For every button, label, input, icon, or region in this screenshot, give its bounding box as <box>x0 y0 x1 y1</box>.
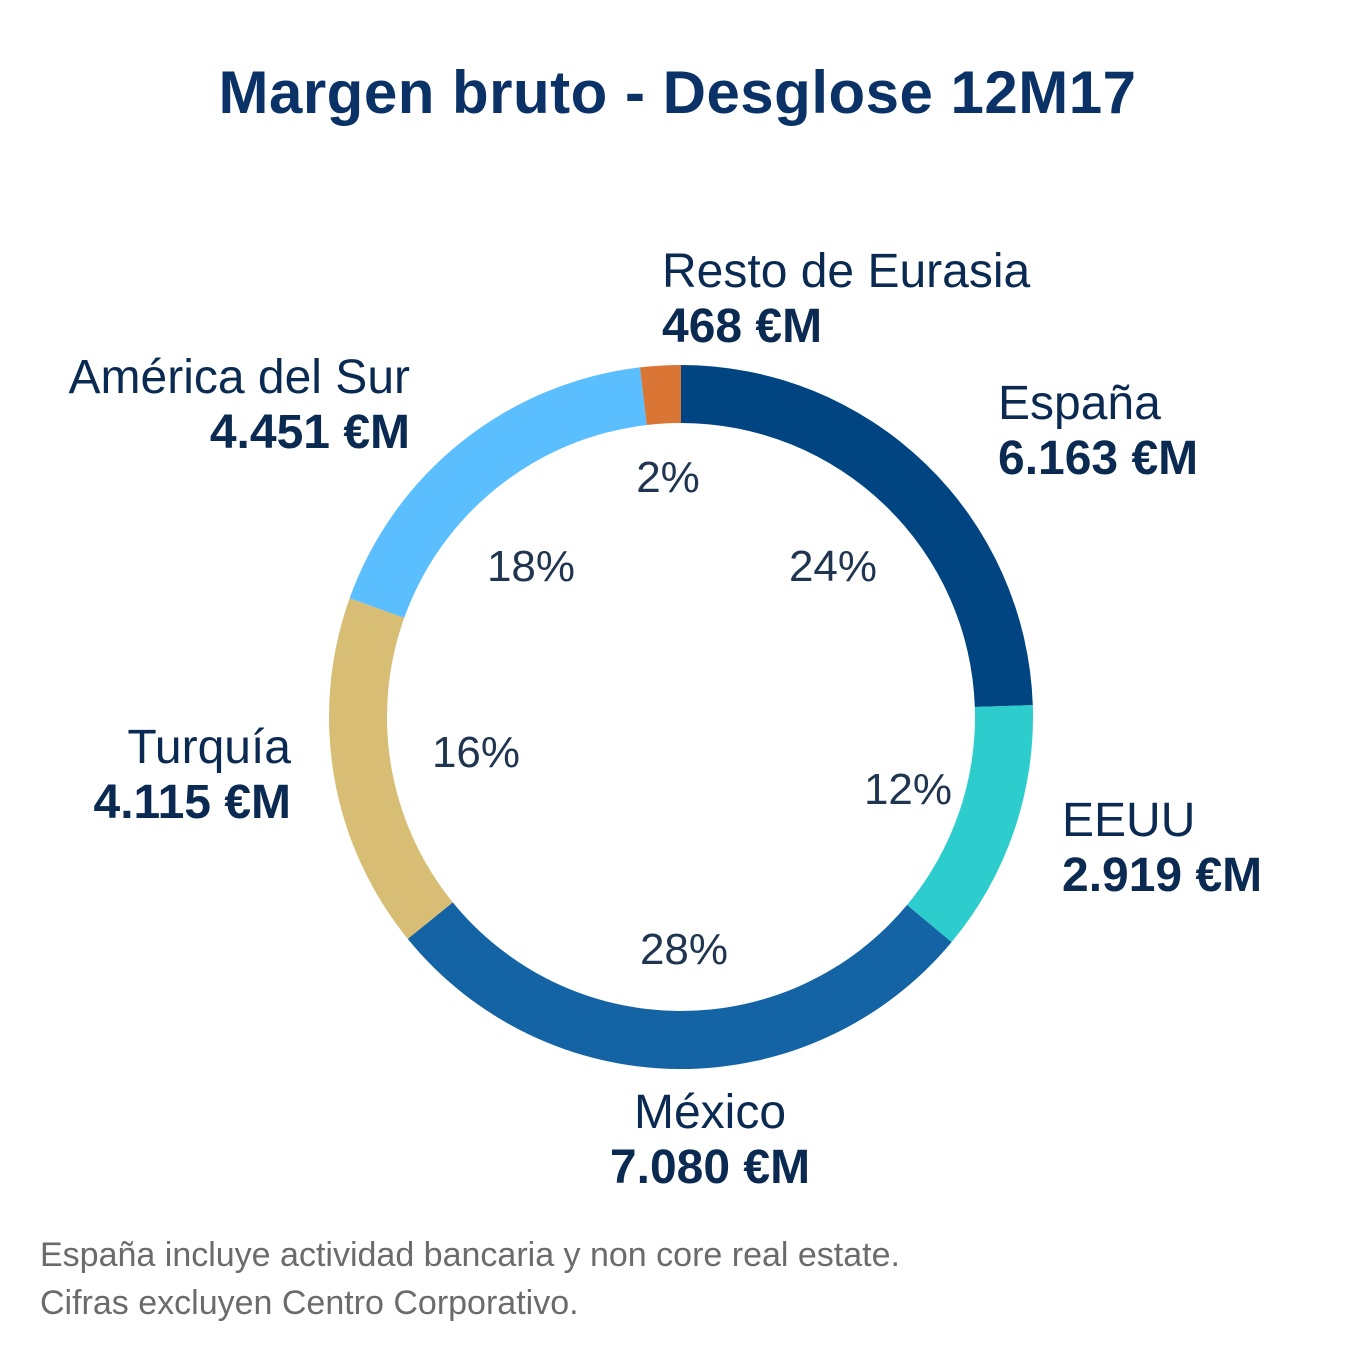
footnote-line-1: España incluye actividad bancaria y non … <box>40 1236 900 1274</box>
slice-name: Turquía <box>127 721 291 774</box>
donut-slice-turquía <box>328 598 453 939</box>
label-america-del-sur: América del Sur 4.451 €M <box>69 350 410 460</box>
donut-slice-américa-del-sur <box>349 367 647 618</box>
slice-name: España <box>998 377 1161 430</box>
slice-value: 4.451 €M <box>209 406 410 460</box>
pct-america-del-sur: 18% <box>486 542 576 591</box>
pct-resto-de-eurasia: 2% <box>636 453 700 502</box>
slice-name: Resto de Eurasia <box>662 245 1031 298</box>
pct-turquia: 16% <box>431 728 521 777</box>
donut-slice-españa <box>681 365 1033 708</box>
label-turquia: Turquía 4.115 €M <box>94 720 291 830</box>
slice-value: 2.919 €M <box>1062 849 1263 903</box>
footnote-line-2: Cifras excluyen Centro Corporativo. <box>40 1283 579 1322</box>
label-eeuu: EEUU 2.919 €M <box>1062 793 1262 903</box>
slice-value: 7.080 €M <box>609 1141 811 1195</box>
chart-title: Margen bruto - Desglose 12M17 <box>218 59 1137 126</box>
slice-name: México <box>633 1086 787 1139</box>
label-espana: España 6.163 €M <box>998 376 1198 486</box>
slice-value: 6.163 €M <box>998 432 1199 486</box>
slice-value: 4.115 €M <box>93 776 291 830</box>
donut-slice-resto-de-eurasia <box>640 365 681 425</box>
slice-name: América del Sur <box>68 351 410 404</box>
label-mexico: México 7.080 €M <box>510 1085 910 1195</box>
pct-eeuu: 12% <box>863 765 953 814</box>
label-resto-de-eurasia: Resto de Eurasia 468 €M <box>662 244 1030 354</box>
donut-slice-eeuu <box>906 705 1033 943</box>
slice-name: EEUU <box>1062 794 1196 847</box>
pct-mexico: 28% <box>639 925 729 974</box>
pct-espana: 24% <box>788 542 878 591</box>
donut-slice-méxico <box>407 902 952 1069</box>
slice-value: 468 €M <box>662 300 823 354</box>
footnote: España incluye actividad bancaria y non … <box>40 1232 900 1327</box>
